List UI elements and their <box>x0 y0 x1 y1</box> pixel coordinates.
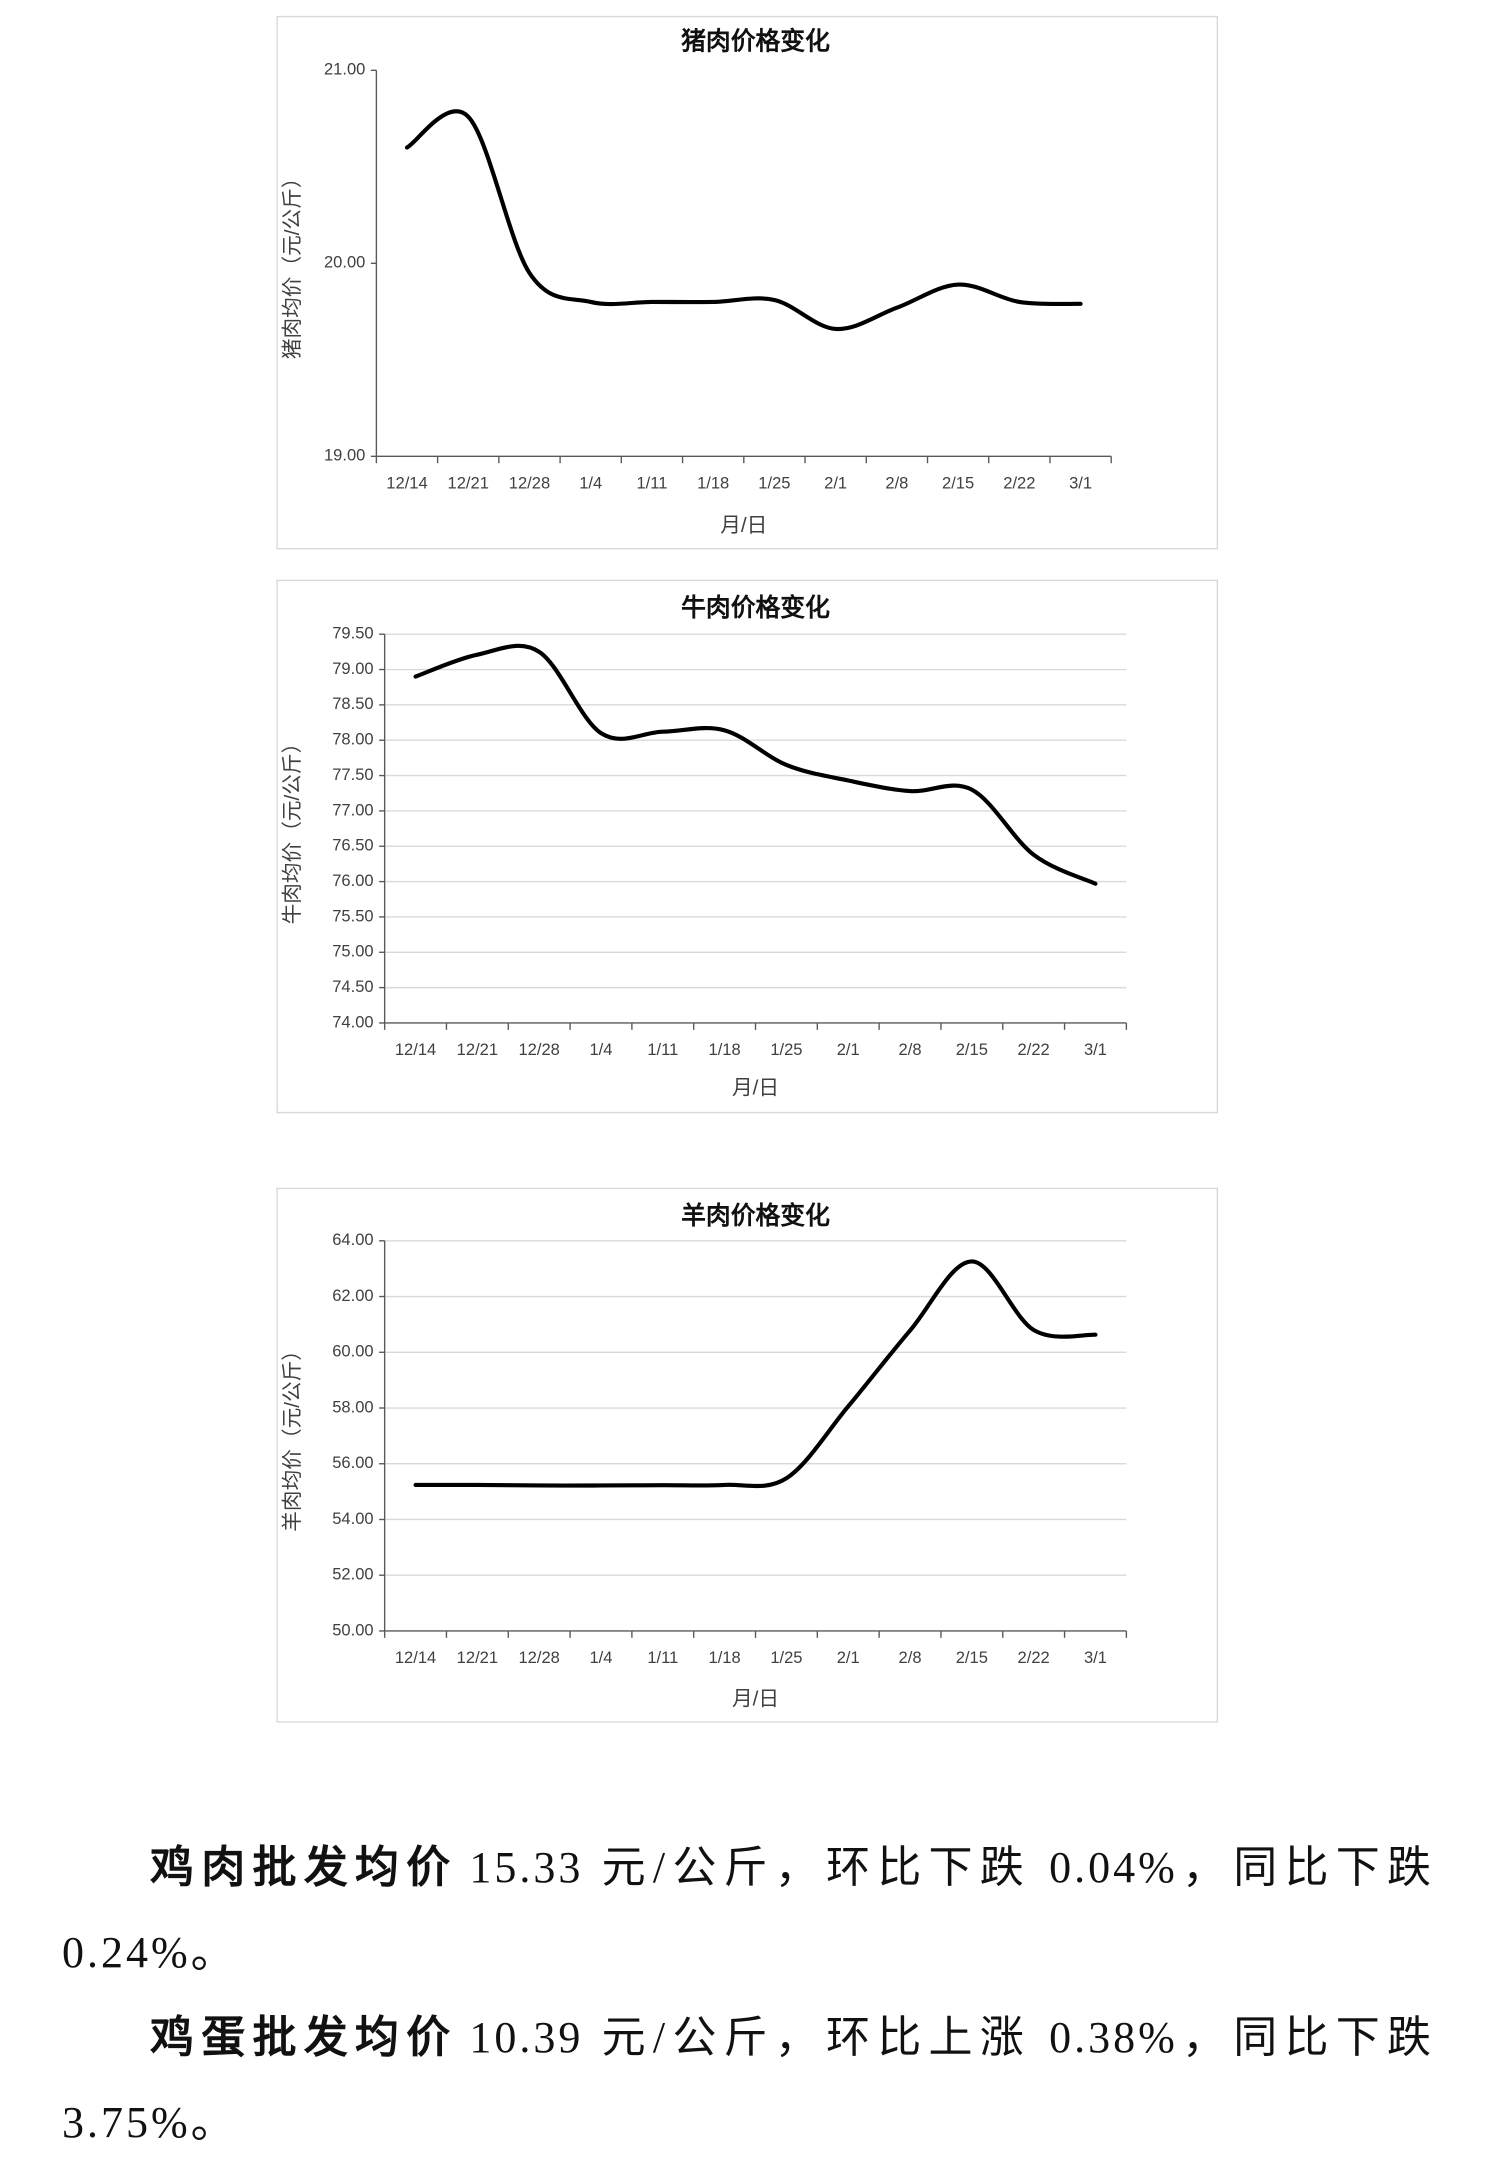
x-tick-label: 2/22 <box>1003 473 1035 492</box>
x-tick-label: 1/4 <box>579 473 602 492</box>
document-text: 鸡肉批发均价 15.33 元/公斤，环比下跌 0.04%，同比下跌 0.24%。 … <box>62 1825 1434 2165</box>
price-line <box>413 1259 1098 1489</box>
x-tick-label: 1/18 <box>697 473 729 492</box>
x-tick-label: 2/1 <box>824 473 847 492</box>
x-tick-label: 12/21 <box>448 473 489 492</box>
paragraph-lead: 鸡蛋批发均价 <box>150 2013 458 2062</box>
y-tick-label: 75.50 <box>332 906 373 925</box>
paragraph: 鸡蛋批发均价 10.39 元/公斤，环比上涨 0.38%，同比下跌 3.75%。 <box>62 1995 1434 2165</box>
x-tick-label: 1/18 <box>709 1648 741 1667</box>
x-tick-label: 12/14 <box>395 1040 436 1059</box>
y-tick-label: 64.00 <box>332 1230 373 1249</box>
x-tick-label: 12/28 <box>509 473 550 492</box>
x-tick-label: 12/14 <box>395 1648 436 1667</box>
y-tick-label: 50.00 <box>332 1620 373 1639</box>
y-tick-label: 58.00 <box>332 1397 373 1416</box>
y-tick-label: 75.00 <box>332 942 373 961</box>
y-tick-label: 21.00 <box>324 60 365 79</box>
x-axis-label: 月/日 <box>720 514 767 537</box>
x-tick-label: 12/14 <box>386 473 427 492</box>
y-tick-label: 56.00 <box>332 1453 373 1472</box>
charts: 猪肉价格变化 21.00 20.00 19.00 12/14 12/21 12/28 1/4 1… <box>276 15 1219 1723</box>
x-tick-label: 1/25 <box>770 1040 802 1059</box>
y-tick-label: 19.00 <box>324 446 365 465</box>
x-tick-label: 1/25 <box>770 1648 802 1667</box>
y-tick-label: 60.00 <box>332 1342 373 1361</box>
y-tick-label: 20.00 <box>324 253 365 272</box>
x-axis-label: 月/日 <box>732 1077 779 1100</box>
x-tick-label: 2/1 <box>837 1648 860 1667</box>
y-tick-label: 52.00 <box>332 1565 373 1584</box>
x-tick-label: 1/25 <box>758 473 790 492</box>
x-tick-label: 3/1 <box>1084 1040 1107 1059</box>
y-tick-label: 74.50 <box>332 977 373 996</box>
chart-frame <box>276 15 1219 550</box>
chart-title: 羊肉价格变化 <box>681 1201 830 1230</box>
price-line <box>413 643 1098 886</box>
y-tick-label: 74.00 <box>332 1012 373 1031</box>
x-tick-label: 1/11 <box>647 1040 678 1059</box>
paragraph: 鸡肉批发均价 15.33 元/公斤，环比下跌 0.04%，同比下跌 0.24%。 <box>62 1825 1434 1995</box>
x-tick-label: 12/28 <box>518 1040 559 1059</box>
x-tick-label: 2/8 <box>899 1648 922 1667</box>
chart-frame <box>276 1187 1219 1723</box>
x-tick-label: 1/4 <box>589 1648 612 1667</box>
y-tick-label: 76.00 <box>332 871 373 890</box>
y-axis-label: 牛肉均价（元/公斤） <box>281 733 304 925</box>
x-tick-label: 2/22 <box>1018 1648 1050 1667</box>
y-axis-label: 羊肉均价（元/公斤） <box>281 1340 304 1532</box>
x-tick-label: 3/1 <box>1069 473 1092 492</box>
paragraph-text: 10.39 元/公斤，环比上涨 0.38%，同比下跌 3.75%。 <box>62 2013 1434 2147</box>
x-tick-label: 1/11 <box>636 473 667 492</box>
x-tick-label: 1/11 <box>647 1648 678 1667</box>
x-tick-label: 2/8 <box>899 1040 922 1059</box>
x-tick-label: 2/8 <box>885 473 908 492</box>
y-tick-label: 76.50 <box>332 836 373 855</box>
x-tick-label: 2/15 <box>942 473 974 492</box>
x-tick-label: 2/15 <box>956 1648 988 1667</box>
x-tick-label: 12/21 <box>457 1648 498 1667</box>
y-tick-label: 54.00 <box>332 1509 373 1528</box>
y-tick-label: 79.00 <box>332 659 373 678</box>
x-tick-label: 1/18 <box>709 1040 741 1059</box>
x-tick-label: 12/28 <box>518 1648 559 1667</box>
x-axis-label: 月/日 <box>732 1687 779 1710</box>
x-tick-label: 1/4 <box>589 1040 612 1059</box>
x-tick-label: 3/1 <box>1084 1648 1107 1667</box>
y-tick-label: 62.00 <box>332 1286 373 1305</box>
x-tick-label: 2/1 <box>837 1040 860 1059</box>
x-tick-label: 2/15 <box>956 1040 988 1059</box>
y-tick-label: 77.50 <box>332 765 373 784</box>
paragraph-lead: 鸡肉批发均价 <box>150 1843 458 1892</box>
y-axis-label: 猪肉均价（元/公斤） <box>281 167 304 359</box>
paragraph-text: 15.33 元/公斤，环比下跌 0.04%，同比下跌 0.24%。 <box>62 1843 1434 1977</box>
chart-title: 牛肉价格变化 <box>681 593 830 622</box>
y-tick-label: 77.00 <box>332 800 373 819</box>
y-tick-label: 78.00 <box>332 730 373 749</box>
y-tick-label: 79.50 <box>332 624 373 643</box>
x-tick-label: 12/21 <box>457 1040 498 1059</box>
y-tick-label: 78.50 <box>332 694 373 713</box>
chart-title: 猪肉价格变化 <box>681 26 830 55</box>
price-line <box>404 109 1083 332</box>
x-tick-label: 2/22 <box>1018 1040 1050 1059</box>
